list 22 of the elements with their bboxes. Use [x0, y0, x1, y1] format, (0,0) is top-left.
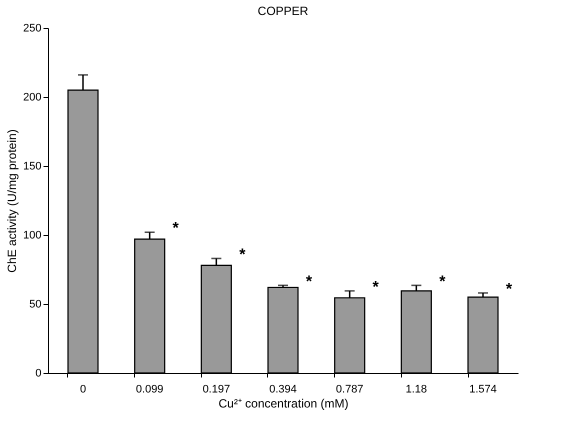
x-tick-label: 0.787	[336, 384, 364, 396]
x-tick-label: 0.197	[202, 384, 230, 396]
x-tick-label: 1.574	[469, 384, 497, 396]
annotation: *	[306, 273, 313, 290]
y-tick-label: 200	[23, 92, 42, 104]
annotation: *	[239, 246, 246, 264]
chart-title: COPPER	[258, 4, 309, 18]
annotation: *	[172, 220, 180, 238]
x-tick-label: 0.099	[136, 384, 164, 396]
x-tick-label: 0.394	[269, 384, 297, 396]
annotation: *	[439, 273, 446, 290]
annotation: *	[372, 278, 380, 296]
x-tick-label: 0	[80, 384, 86, 396]
annotation: *	[506, 280, 513, 298]
y-tick-label: 0	[35, 368, 42, 380]
y-tick-label: 50	[29, 298, 42, 310]
y-axis-title: ChE activity (U/mg protein)	[5, 129, 20, 273]
x-tick-label: 1.18	[406, 384, 428, 396]
y-tick-label: 150	[23, 160, 42, 172]
y-tick-label: 250	[23, 22, 42, 34]
y-tick-label: 100	[23, 230, 42, 242]
x-axis-title: Cu²⁺ concentration (mM)	[218, 396, 349, 410]
